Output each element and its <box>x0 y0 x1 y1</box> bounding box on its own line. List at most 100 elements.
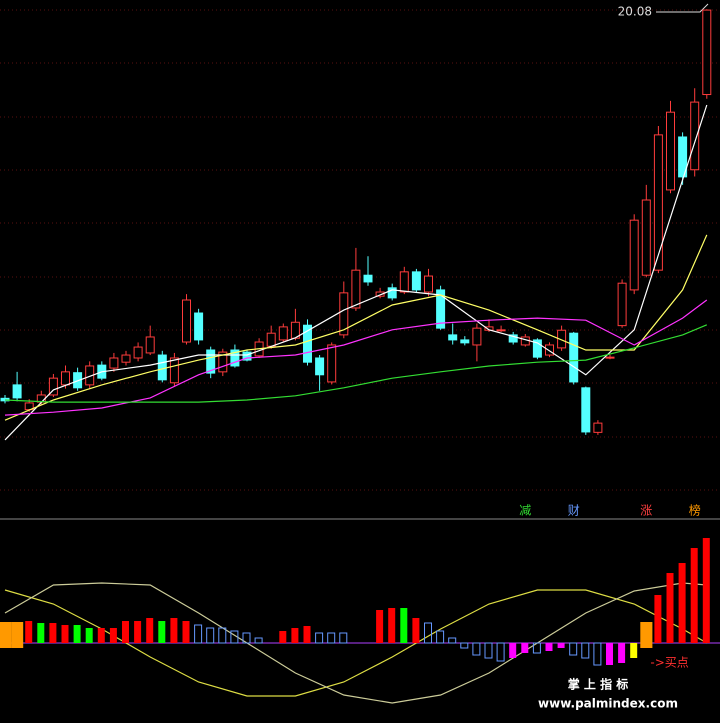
indicator-bar <box>291 628 299 643</box>
signal-bar <box>11 622 24 648</box>
indicator-bar <box>509 643 517 658</box>
candle-body <box>145 336 155 354</box>
candle-body <box>617 282 627 327</box>
indicator-bar <box>182 621 190 643</box>
candle-body <box>339 292 349 336</box>
marker-label: 减 <box>519 504 531 518</box>
candle-body <box>351 269 361 309</box>
indicator-bar <box>448 637 457 644</box>
indicator-bar <box>97 628 105 643</box>
indicator-bar <box>678 563 686 643</box>
indicator-bar <box>25 621 33 643</box>
candle-body <box>666 111 675 191</box>
watermark-url: www.palmindex.com <box>538 697 678 711</box>
indicator-bar <box>254 637 263 644</box>
marker-label: 财 <box>568 504 580 518</box>
candle-body <box>303 324 312 363</box>
candle-body <box>121 354 131 363</box>
indicator-bar <box>557 643 565 648</box>
indicator-bar <box>158 621 166 643</box>
candle-body <box>508 334 518 343</box>
indicator-bar <box>230 630 239 644</box>
indicator-bar <box>484 642 493 659</box>
marker-label: 涨 <box>640 503 652 518</box>
indicator-bar <box>630 643 638 658</box>
indicator-bar <box>472 642 481 656</box>
buy-point-label: ->买点 <box>650 656 688 670</box>
candle-body <box>641 199 651 276</box>
candle-body <box>327 344 337 383</box>
candle-body <box>399 271 409 293</box>
indicator-bar <box>242 632 251 644</box>
candle-body <box>363 274 373 283</box>
indicator-bar <box>146 618 154 643</box>
candle-body <box>424 275 433 293</box>
candle-body <box>653 134 663 271</box>
candle-body <box>472 327 482 346</box>
indicator-bar <box>339 632 348 644</box>
indicator-bar <box>460 642 469 649</box>
candle-body <box>496 329 506 332</box>
candle-body <box>206 349 216 374</box>
candle-body <box>169 357 179 384</box>
candle-body <box>387 287 397 299</box>
indicator-bar <box>279 631 287 643</box>
candle-body <box>182 299 191 343</box>
indicator-bar <box>400 608 408 643</box>
indicator-bar <box>581 642 590 659</box>
candle-body <box>157 354 167 381</box>
indicator-bar <box>593 642 602 666</box>
candle-body <box>411 271 421 291</box>
candle-body <box>61 371 70 386</box>
candle-body <box>315 357 325 376</box>
indicator-bar <box>122 621 129 643</box>
high-label: 20.08 <box>618 5 652 19</box>
indicator-bar <box>194 624 203 644</box>
marker-label: 榜 <box>689 503 701 518</box>
indicator-bar <box>412 618 420 643</box>
candle-body <box>460 339 470 344</box>
indicator-bar <box>49 623 57 643</box>
indicator-bar <box>532 642 541 654</box>
indicator-bar <box>206 627 215 644</box>
candle-body <box>678 136 688 178</box>
candle-body <box>581 387 591 433</box>
indicator-bar <box>170 618 178 643</box>
indicator-bar <box>37 623 45 643</box>
line-series <box>4 324 708 403</box>
indicator-bar <box>521 643 529 653</box>
candle-body <box>448 334 458 341</box>
line-series <box>4 299 708 416</box>
indicator-bar <box>218 627 227 644</box>
signal-bar <box>0 622 12 648</box>
indicator-bar <box>569 642 578 656</box>
line-series <box>4 582 707 704</box>
candle-body <box>242 351 252 361</box>
candle-body <box>230 349 240 367</box>
indicator-bar <box>315 632 324 644</box>
candle-body <box>194 312 204 341</box>
indicator-bar <box>654 595 662 643</box>
indicator-bar <box>327 632 336 644</box>
candle-body <box>133 346 143 359</box>
indicator-bar <box>85 628 93 643</box>
indicator-bar <box>496 642 505 662</box>
candle-body <box>375 291 385 297</box>
candle-body <box>569 332 579 383</box>
watermark-title: 掌 上 指 标 <box>568 677 629 692</box>
line-series <box>4 234 708 421</box>
candle-body <box>593 422 603 433</box>
indicator-bar <box>303 626 311 643</box>
indicator-bar <box>545 643 553 651</box>
candle-body <box>557 329 567 349</box>
line-series <box>4 104 708 441</box>
indicator-bar <box>376 610 384 643</box>
indicator-bar <box>618 643 626 663</box>
indicator-bar <box>690 548 698 643</box>
candle-body <box>218 351 228 373</box>
indicator-bar <box>606 643 613 665</box>
indicator-bar <box>134 621 142 643</box>
candle-body <box>12 384 22 399</box>
